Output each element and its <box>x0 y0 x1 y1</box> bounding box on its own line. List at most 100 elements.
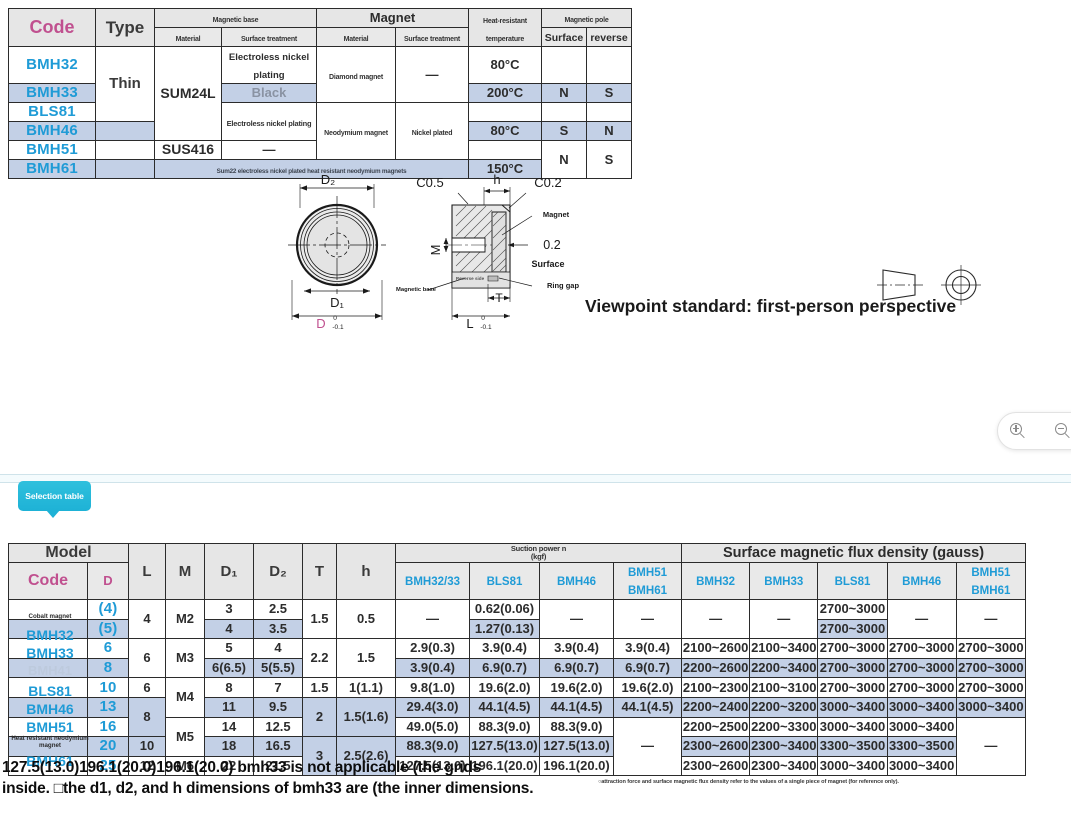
label-d2: D₂ <box>321 172 335 187</box>
ghost-value-1: 127.5(13.0) <box>2 759 80 776</box>
table-row: 8 6(6.5) 5(5.5) 3.9(0.4) 6.9(0.7) 6.9(0.7) 6.9… <box>8 657 1027 679</box>
cell-d2: 21.5 <box>253 755 303 777</box>
table-row: BLS81 Electroless nickel plating Neodymi… <box>8 102 632 160</box>
cell-suction-bmh46: 127.5(13.0) <box>539 736 614 757</box>
first-angle-projection-symbol-icon <box>875 262 995 311</box>
cell-code: BMH51 <box>8 140 96 160</box>
header-suction-bmh51-bmh61: BMH51 BMH61 <box>613 562 682 600</box>
cell-base-surface: Black <box>221 83 317 103</box>
cell-t: 2.2 <box>302 638 337 679</box>
label-d-tol-bottom: -0.1 <box>332 324 344 330</box>
cell-code: BMH46 <box>8 121 96 141</box>
cell-type: Thin <box>95 46 155 122</box>
cell-base-surface: Electroless nickel plating <box>221 46 317 84</box>
header-flux-bmh33: BMH33 <box>749 562 819 600</box>
cell-l: 6 <box>128 677 166 698</box>
label-h: h <box>493 172 500 187</box>
cell-flux-bmh32: 2200~2500 <box>680 716 751 738</box>
header-flux-bmh32: BMH32 <box>680 562 751 600</box>
header-l: L <box>128 543 166 600</box>
cell-pole-surface: N <box>541 140 587 179</box>
table-row: BMH32 Thin SUM24L Electroless nickel pla… <box>8 46 632 141</box>
cell-pole-surface: N <box>541 83 587 103</box>
selection-table: Model L M D₁ D₂ T h Suction power n (kgf… <box>8 543 1027 777</box>
label-m: M <box>428 245 443 256</box>
cell-suction-bls81: 19.6(2.0) <box>469 677 540 698</box>
selection-table-tab[interactable]: Selection table <box>18 481 91 518</box>
cell-d1: 4 <box>204 618 254 640</box>
label-l-tol-bottom: -0.1 <box>480 324 492 330</box>
cell-flux-bmh32: 2300~2600 <box>680 736 751 757</box>
header-h: h <box>336 543 396 600</box>
cell-suction-bmh3233: 9.8(1.0) <box>395 677 470 698</box>
section-divider <box>0 474 1071 483</box>
table-row: BMH61 Sum22 electroless nickel plated he… <box>8 159 632 179</box>
label-l-tol-top: 0 <box>481 315 485 322</box>
table-row: 6 6 M3 5 4 2.2 1.5 2.9(0.3) 3.9(0.4) 3.9(0.4) 3.9(… <box>8 638 1027 679</box>
cell-pole-surface <box>541 46 587 84</box>
cell-flux-bmh46: 3000~3400 <box>886 755 957 777</box>
cell-magnet-material: Diamond magnet <box>316 46 396 103</box>
cell-suction-bmh3233: — <box>395 598 470 640</box>
cell-flux-bls81: 2700~3000 <box>817 599 888 620</box>
cell-pole-surface <box>541 102 587 122</box>
label-magnet: Magnet <box>543 210 570 219</box>
cell-d: 13 <box>87 696 129 718</box>
cell-d2: 5(5.5) <box>253 657 303 679</box>
cell-t: 1.5 <box>302 598 337 640</box>
cell-t: 3 <box>302 736 337 777</box>
cell-suction-bls81: 127.5(13.0) <box>469 736 540 757</box>
model-code-label: BMH46 <box>26 701 74 717</box>
cell-d2: 2.5 <box>253 599 303 620</box>
cell-flux-bmh33: 2200~3400 <box>749 657 819 679</box>
cell-flux-bmh51-61: 2700~3000 <box>955 677 1027 698</box>
cell-d: 20 <box>87 736 129 757</box>
zoom-out-icon[interactable] <box>1055 422 1071 440</box>
cell-type <box>95 140 155 160</box>
zoom-controls[interactable] <box>997 412 1071 450</box>
cell-base-material: SUS416 <box>154 140 222 160</box>
cell-d: 8 <box>87 657 129 679</box>
cell-suction-bmh46: — <box>539 598 614 640</box>
label-c05: C0.5 <box>416 175 443 190</box>
header-magnetic-pole: Magnetic pole <box>541 8 632 28</box>
ghost-value-3: 196.1(20.0) <box>156 759 234 776</box>
cell-d1: 6(6.5) <box>204 657 254 679</box>
cell-suction-bls81: 1.27(0.13) <box>469 618 540 640</box>
cell-flux-bmh51-61: — <box>955 598 1027 640</box>
header-heat-resistant-temperature: Heat-resistant temperature <box>468 8 542 47</box>
cell-model-code <box>8 755 88 777</box>
cell-suction-bls81: 0.62(0.06) <box>469 599 540 620</box>
cell-d2: 4 <box>253 638 303 659</box>
cell-d: 25 <box>87 755 129 777</box>
cell-flux-bls81: 2700~3000 <box>817 618 888 640</box>
cell-code: BMH32 <box>8 46 96 84</box>
cell-d1: 5 <box>204 638 254 659</box>
overlay-caption-line2: inside. □the d1, d2, and h dimensions of… <box>2 779 534 797</box>
cell-m: M3 <box>165 638 205 679</box>
cell-l: 8 <box>128 696 166 738</box>
header-magnet-surface-treatment: Surface treatment <box>395 27 469 47</box>
bottom-header-row-1: Model L M D₁ D₂ T h Suction power n (kgf… <box>8 543 1026 600</box>
header-d: D <box>87 562 129 600</box>
cell-temp: 80°C <box>468 46 542 84</box>
cell-suction-bls81: 196.1(20.0) <box>469 755 540 777</box>
zoom-in-icon[interactable] <box>1010 422 1027 440</box>
cell-flux-bmh32: 2200~2600 <box>680 657 751 679</box>
cell-suction-bmh51-61: 44.1(4.5) <box>613 696 682 718</box>
header-suction-bmh46: BMH46 <box>539 562 614 600</box>
cell-pole-surface: S <box>541 121 587 141</box>
label-d-tol-top: 0 <box>333 315 337 322</box>
cell-suction-bmh51-61: 19.6(2.0) <box>613 677 682 698</box>
header-magnetic-base: Magnetic base <box>154 8 317 28</box>
cell-flux-bmh46: 2700~3000 <box>886 677 957 698</box>
header-t: T <box>302 543 337 600</box>
cell-flux-bmh32: 2200~2400 <box>680 696 751 718</box>
cell-d2: 7 <box>253 677 303 698</box>
cell-suction-bmh46: 6.9(0.7) <box>539 657 614 679</box>
cell-suction-bls81: 6.9(0.7) <box>469 657 540 679</box>
header-base-material: Material <box>154 27 222 47</box>
cell-suction-bmh46: 88.3(9.0) <box>539 716 614 738</box>
cell-t: 2 <box>302 696 337 738</box>
cell-flux-bmh46: 2700~3000 <box>886 638 957 659</box>
